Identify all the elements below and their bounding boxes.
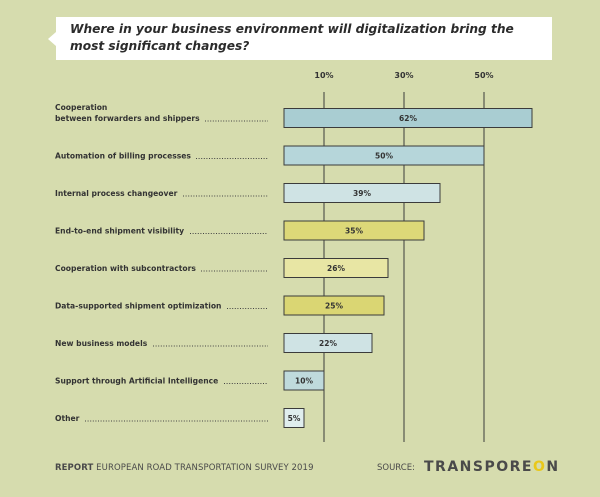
category-label: New business models — [55, 339, 148, 348]
title-box: Where in your business environment will … — [48, 17, 552, 60]
x-tick-label: 30% — [394, 71, 413, 80]
data-label: 10% — [295, 377, 313, 386]
bar — [283, 220, 425, 241]
source-label: SOURCE: — [377, 463, 415, 473]
logo-main: TRANSPORE — [424, 459, 533, 475]
data-label: 35% — [345, 227, 363, 236]
bar — [283, 333, 373, 353]
bar — [283, 183, 441, 203]
data-label: 5% — [288, 414, 301, 423]
x-tick-label: 50% — [474, 71, 493, 80]
category-label: End-to-end shipment visibility — [55, 227, 184, 236]
bar — [283, 295, 385, 316]
bar — [283, 258, 389, 278]
report-title: EUROPEAN ROAD TRANSPORTATION SURVEY 2019 — [93, 463, 314, 473]
category-label: Cooperation with subcontractors — [55, 264, 196, 273]
category-label: Data-supported shipment optimization — [55, 302, 221, 311]
data-label: 50% — [375, 152, 393, 161]
data-label: 26% — [327, 264, 345, 273]
bar — [283, 145, 485, 166]
data-label: 62% — [399, 114, 417, 123]
category-label: Cooperation — [55, 103, 107, 112]
bar — [283, 408, 305, 428]
category-label: Automation of billing processes — [55, 152, 191, 161]
logo-accent: O — [532, 459, 547, 475]
category-label: between forwarders and shippers — [55, 114, 200, 123]
report-label: REPORT — [55, 463, 94, 473]
category-label: Internal process changeover — [55, 189, 178, 198]
transporeon-logo: TRANSPOREON — [424, 459, 560, 475]
chart-title: Where in your business environment will … — [70, 22, 514, 53]
logo-end: N — [546, 459, 560, 475]
data-label: 39% — [353, 189, 371, 198]
data-label: 22% — [319, 339, 337, 348]
data-label: 25% — [325, 302, 343, 311]
category-label: Support through Artificial Intelligence — [55, 377, 218, 386]
category-label: Other — [55, 414, 80, 423]
x-tick-label: 10% — [314, 71, 333, 80]
bar — [283, 108, 533, 128]
footer-report: REPORT EUROPEAN ROAD TRANSPORTATION SURV… — [55, 463, 314, 473]
bar — [283, 370, 325, 391]
